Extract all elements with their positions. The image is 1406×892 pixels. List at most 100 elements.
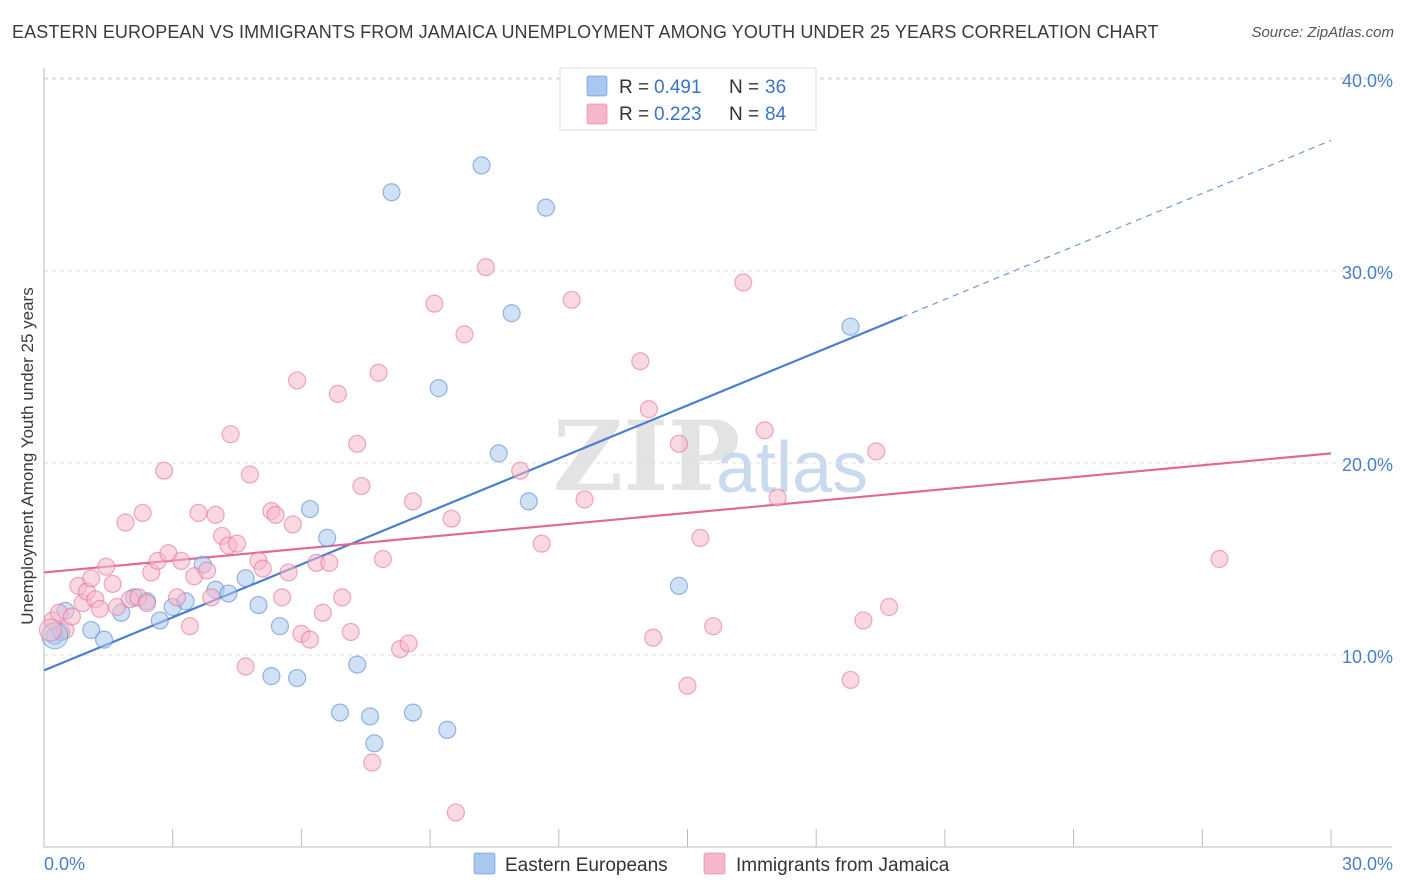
- bottom-legend-swatch-jamaica: [703, 852, 726, 875]
- point-jamaica: [639, 400, 658, 419]
- point-eastern-european: [288, 668, 307, 688]
- point-jamaica: [373, 549, 393, 569]
- point-jamaica: [197, 561, 217, 580]
- point-jamaica: [442, 509, 461, 528]
- point-jamaica: [240, 465, 260, 484]
- point-jamaica: [189, 503, 208, 523]
- point-jamaica: [532, 534, 551, 553]
- point-jamaica: [279, 563, 298, 582]
- point-eastern-european: [262, 667, 281, 686]
- point-eastern-european: [841, 317, 860, 336]
- point-jamaica: [300, 630, 320, 649]
- point-eastern-european: [236, 569, 255, 588]
- point-jamaica: [236, 657, 255, 676]
- x-tick-labels: 0.0% 30.0%: [44, 854, 1393, 874]
- point-jamaica: [283, 515, 302, 534]
- point-jamaica: [369, 363, 388, 382]
- point-jamaica-large: [38, 618, 63, 642]
- point-jamaica: [562, 290, 581, 309]
- point-jamaica: [575, 490, 594, 509]
- legend-n-value-1: 36: [765, 77, 786, 98]
- y-tick-label: 30.0%: [1342, 263, 1393, 283]
- point-eastern-european: [249, 595, 268, 615]
- point-jamaica: [90, 599, 109, 619]
- point-eastern-european: [360, 707, 380, 726]
- point-jamaica: [678, 676, 697, 695]
- point-jamaica: [403, 492, 423, 511]
- point-jamaica: [841, 670, 860, 690]
- point-eastern-european: [403, 703, 423, 722]
- point-jamaica: [669, 434, 689, 453]
- point-eastern-european: [429, 379, 448, 398]
- point-jamaica: [854, 611, 873, 630]
- y-tick-label: 40.0%: [1342, 71, 1393, 91]
- point-eastern-european: [348, 655, 367, 674]
- point-jamaica: [880, 597, 899, 617]
- point-eastern-european: [502, 304, 521, 323]
- bottom-legend-swatch-eastern-europeans: [473, 852, 496, 875]
- point-jamaica: [511, 461, 530, 480]
- point-eastern-european: [270, 617, 290, 636]
- point-jamaica: [137, 594, 157, 613]
- point-jamaica: [755, 421, 774, 440]
- chart-source: Source: ZipAtlas.com: [1251, 24, 1394, 41]
- point-jamaica: [768, 488, 787, 507]
- point-jamaica: [133, 503, 152, 523]
- legend-n-label-1: N =: [729, 77, 759, 98]
- point-jamaica: [704, 617, 723, 636]
- point-jamaica: [266, 505, 285, 524]
- point-jamaica: [476, 258, 495, 277]
- y-tick-labels: 10.0% 20.0% 30.0% 40.0%: [1342, 71, 1393, 667]
- bottom-legend-jamaica: Immigrants from Jamaica: [736, 855, 950, 876]
- legend-swatch-eastern-europeans: [586, 75, 608, 97]
- point-jamaica: [103, 574, 122, 594]
- point-jamaica: [867, 442, 886, 461]
- point-eastern-european: [300, 499, 320, 519]
- data-points: [38, 156, 1229, 822]
- point-jamaica: [348, 434, 367, 453]
- point-eastern-european: [519, 492, 538, 511]
- point-eastern-european: [472, 156, 491, 175]
- stats-legend: R = 0.491 N = 36 R = 0.223 N = 84: [559, 67, 817, 131]
- point-jamaica: [333, 588, 352, 607]
- point-jamaica: [97, 557, 116, 576]
- point-jamaica: [253, 559, 272, 578]
- point-eastern-european: [438, 720, 457, 739]
- point-jamaica: [363, 753, 382, 772]
- legend-r-value-2: 0.223: [654, 104, 702, 125]
- x-tick-label-start: 0.0%: [44, 854, 85, 874]
- point-jamaica: [288, 371, 307, 390]
- watermark-atlas: atlas: [716, 428, 868, 508]
- trend-line-eastern-europeans-extension: [901, 139, 1332, 318]
- point-jamaica: [328, 384, 347, 403]
- series-legend: Eastern Europeans Immigrants from Jamaic…: [473, 852, 950, 876]
- point-jamaica: [62, 607, 81, 626]
- bottom-legend-eastern-europeans: Eastern Europeans: [505, 855, 668, 876]
- point-eastern-european: [382, 183, 401, 202]
- point-jamaica: [172, 551, 191, 571]
- point-jamaica: [341, 622, 360, 642]
- point-eastern-european: [82, 620, 101, 640]
- point-jamaica: [425, 294, 444, 313]
- point-eastern-european: [536, 198, 556, 217]
- point-eastern-european: [219, 584, 238, 603]
- point-eastern-european: [94, 630, 114, 649]
- point-eastern-european: [669, 576, 689, 595]
- point-eastern-european: [489, 444, 508, 463]
- legend-r-label-1: R =: [619, 77, 649, 98]
- point-jamaica: [352, 476, 371, 496]
- point-jamaica: [734, 273, 753, 292]
- point-jamaica: [221, 425, 240, 444]
- point-jamaica: [313, 603, 332, 622]
- point-jamaica: [116, 513, 135, 532]
- point-jamaica: [455, 325, 474, 344]
- point-jamaica: [167, 588, 187, 607]
- point-jamaica: [320, 553, 339, 572]
- legend-r-value-1: 0.491: [654, 77, 702, 98]
- y-axis-label: Unemployment Among Youth under 25 years: [18, 287, 37, 624]
- point-jamaica: [691, 528, 710, 547]
- point-eastern-european: [330, 703, 350, 722]
- point-jamaica: [631, 352, 650, 371]
- axes: [43, 68, 1392, 848]
- legend-swatch-jamaica: [586, 103, 608, 125]
